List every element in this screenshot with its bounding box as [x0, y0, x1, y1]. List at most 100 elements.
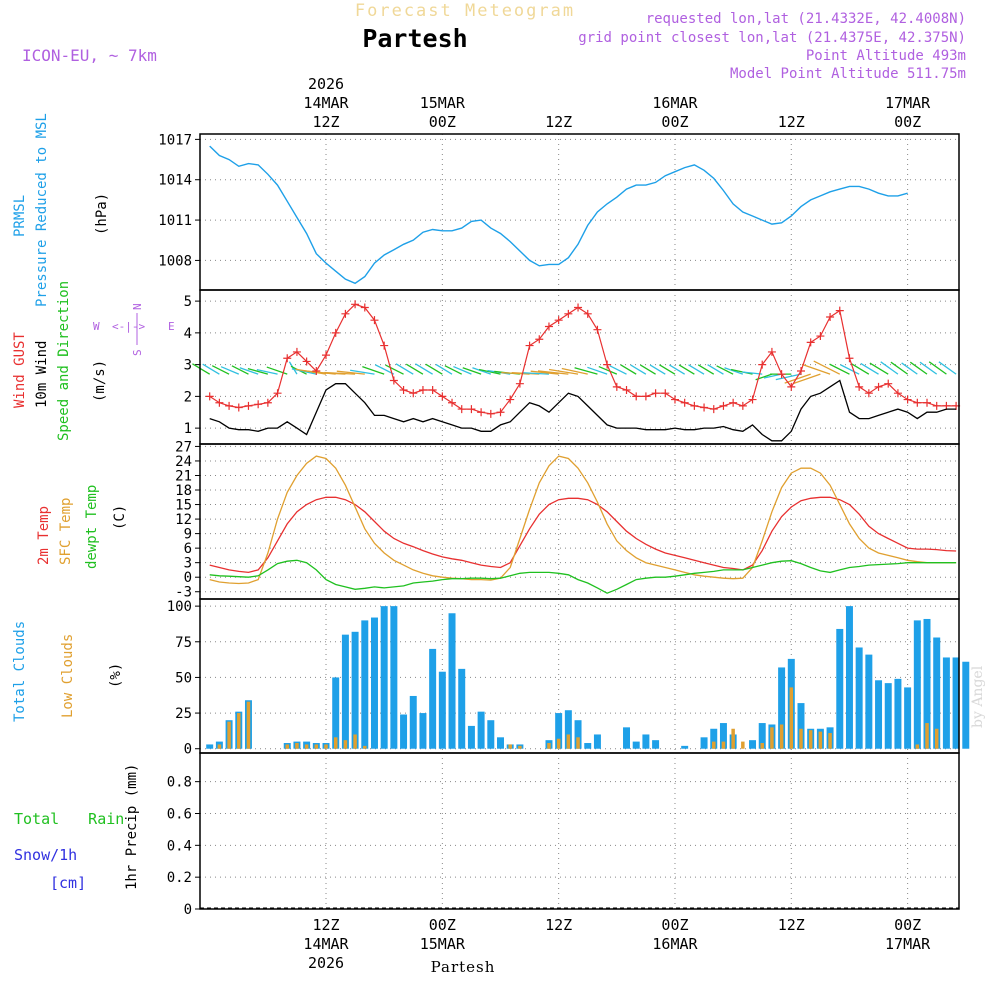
- gust-point: [767, 347, 776, 356]
- time-label: 17MAR: [885, 935, 931, 953]
- low-clouds-bar: [324, 744, 328, 749]
- gust-point: [564, 309, 573, 318]
- clouds-ytick-label: 50: [175, 670, 192, 686]
- precip-ytick-label: 0.8: [167, 775, 192, 791]
- low-clouds-bar: [295, 743, 299, 749]
- gust-point: [467, 405, 476, 414]
- pressure-label-long: Pressure Reduced to MSL: [34, 113, 50, 307]
- wind-direction-arrow: [928, 361, 947, 375]
- total-clouds-bar: [341, 634, 349, 749]
- gust-point: [729, 398, 738, 407]
- gust-point: [486, 409, 495, 418]
- temperature-frame: [199, 443, 960, 600]
- total-clouds-bar: [487, 720, 495, 749]
- gust-point: [593, 325, 602, 334]
- low-clouds-bar: [712, 741, 716, 749]
- wind-direction-arrow: [220, 366, 240, 375]
- location-title: Partesh: [362, 24, 467, 53]
- total-clouds-bar: [555, 713, 563, 749]
- total-clouds-bar: [719, 723, 727, 749]
- gust-point: [583, 309, 592, 318]
- gust-point: [225, 401, 234, 410]
- wind-direction-arrow: [919, 361, 938, 375]
- wind-direction-arrow: [829, 363, 850, 375]
- compass-south: S: [131, 349, 144, 356]
- time-label: 16MAR: [652, 935, 698, 953]
- time-label: 12Z: [778, 916, 805, 934]
- time-label: 17MAR: [885, 94, 931, 112]
- clouds-unit: (%): [108, 663, 124, 688]
- total-clouds-bar: [332, 677, 340, 749]
- gust-point: [903, 395, 912, 404]
- temperature-ytick-label: 0: [184, 570, 192, 586]
- wind-line: [209, 379, 957, 442]
- wind-ytick-label: 2: [184, 389, 192, 405]
- total-clouds-bar: [758, 723, 766, 749]
- gust-point: [855, 382, 864, 391]
- time-label: 2026: [308, 75, 344, 93]
- dewpt-label: dewpt Temp: [84, 485, 100, 569]
- gust-point: [777, 370, 786, 379]
- total-clouds-bar: [409, 695, 417, 749]
- wind-direction-arrow: [472, 367, 492, 375]
- gust-point: [302, 357, 311, 366]
- gust-point: [738, 401, 747, 410]
- time-label: 00Z: [661, 916, 688, 934]
- wind-ytick-label: 5: [184, 294, 192, 310]
- gust-point: [254, 400, 263, 409]
- gust-point: [913, 398, 922, 407]
- gust-point: [690, 401, 699, 410]
- gust-point: [554, 316, 563, 325]
- gust-point: [409, 389, 418, 398]
- gust-point: [622, 386, 631, 395]
- footer-location: Partesh: [431, 958, 496, 976]
- total-clouds-bar: [923, 618, 931, 749]
- precip-ytick-label: 0.4: [167, 838, 192, 854]
- time-label: 12Z: [312, 916, 339, 934]
- wind-direction-arrow: [801, 363, 831, 375]
- precip-ytick-label: 0.6: [167, 806, 192, 822]
- total-clouds-bar: [681, 745, 689, 749]
- low-clouds-bar: [343, 740, 348, 749]
- total-clouds-bar: [942, 657, 950, 749]
- temperature-ytick-label: 9: [184, 527, 192, 543]
- snow-label: Snow/1h: [14, 846, 77, 864]
- total-clouds-bar: [400, 714, 408, 749]
- total-clouds-bar: [904, 687, 912, 749]
- gust-point: [612, 382, 621, 391]
- wind-direction-arrow: [256, 368, 278, 375]
- wind-direction-arrow: [784, 373, 811, 384]
- low-clouds-bar: [828, 733, 832, 749]
- gust-point: [680, 398, 689, 407]
- snow-unit-label: [cm]: [50, 874, 86, 892]
- point-altitude: Point Altitude 493m: [806, 48, 966, 64]
- wind-unit: (m/s): [92, 360, 108, 402]
- low-clouds-bar: [237, 713, 241, 749]
- clouds-ytick-label: 25: [175, 706, 192, 722]
- time-label: 15MAR: [420, 935, 466, 953]
- total-clouds-bar: [962, 661, 970, 749]
- wind-direction-arrow: [707, 364, 724, 375]
- gust-point: [661, 389, 670, 398]
- wind-direction-arrow: [587, 366, 608, 375]
- gust-point: [845, 354, 854, 363]
- gust-point: [574, 303, 583, 312]
- low-clouds-bar: [333, 737, 338, 749]
- time-label: 12Z: [545, 916, 572, 934]
- low-clouds-bar: [721, 741, 726, 749]
- grid-point-coords: grid point closest lon,lat (21.4375E, 42…: [578, 30, 966, 46]
- gust-point: [312, 366, 321, 375]
- temperature-ytick-label: 27: [175, 439, 192, 455]
- wind-direction-arrow: [239, 367, 259, 375]
- gust-point: [893, 389, 902, 398]
- wind-direction-arrow: [813, 360, 841, 375]
- low-clouds-bar: [227, 721, 231, 749]
- low-clouds-bar: [217, 744, 222, 749]
- gust-point: [477, 408, 486, 417]
- wind-direction-arrow: [385, 364, 404, 375]
- time-label: 00Z: [661, 113, 688, 131]
- wind-direction-arrow: [478, 368, 501, 375]
- total-clouds-bar: [894, 678, 902, 749]
- time-label: 12Z: [778, 113, 805, 131]
